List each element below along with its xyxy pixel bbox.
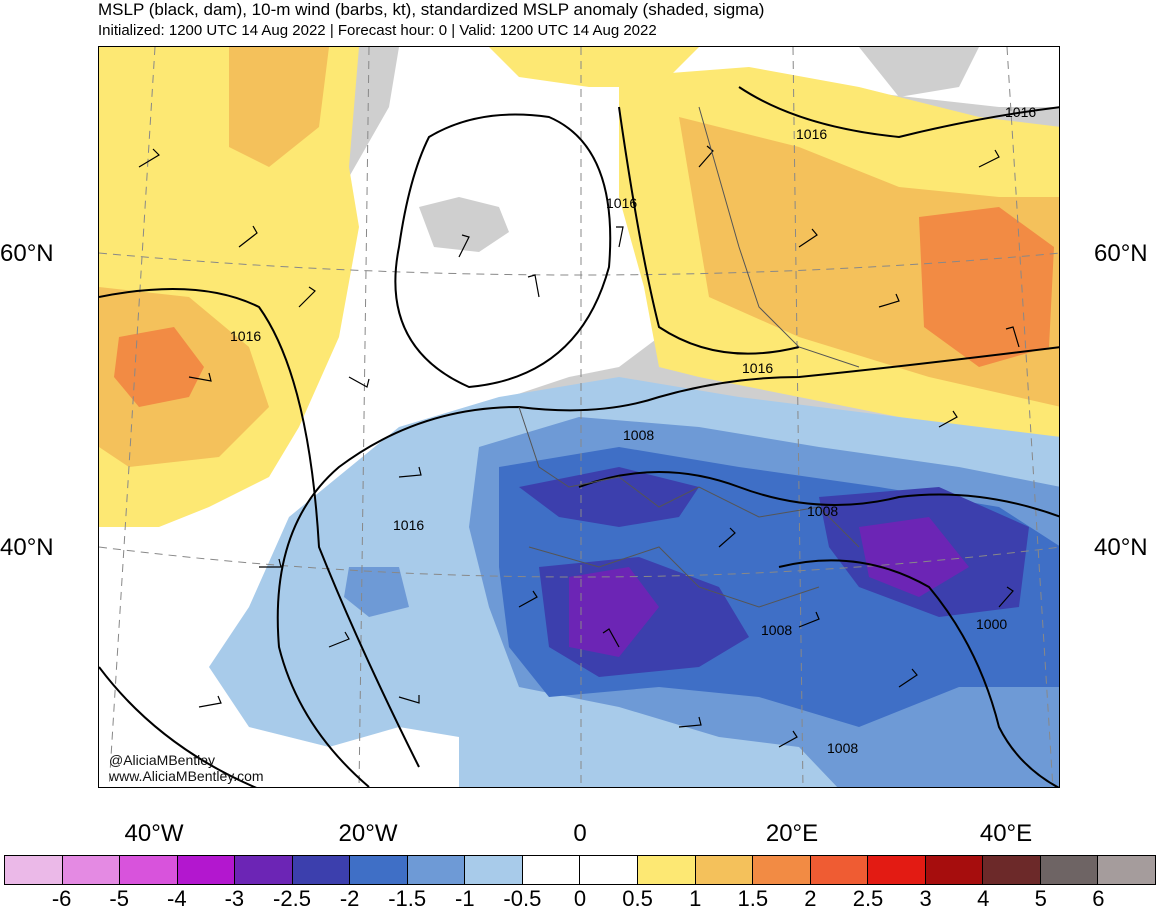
lon-label-20w: 20°W [338, 820, 398, 847]
colorbar-label: 2.5 [852, 886, 884, 911]
map-subtitle: Initialized: 1200 UTC 14 Aug 2022 | Fore… [98, 22, 657, 39]
colorbar-swatch [1040, 856, 1099, 884]
colorbar-swatch [120, 856, 178, 884]
isobars [99, 86, 1059, 787]
colorbar-swatch [983, 856, 1041, 884]
colorbar-label: -2 [339, 886, 360, 911]
colorbar-label: -1.5 [388, 886, 427, 911]
colorbar-swatch [235, 856, 293, 884]
colorbar-swatch [638, 856, 696, 884]
colorbar-swatch [522, 856, 581, 884]
colorbar-swatch [868, 856, 926, 884]
colorbar-swatch [810, 856, 869, 884]
map-title: MSLP (black, dam), 10-m wind (barbs, kt)… [98, 0, 765, 19]
colorbar-label: 3 [919, 886, 932, 911]
iceland-land [419, 197, 509, 252]
svalbard-land [859, 47, 979, 97]
credit-site: www.AliciaMBentley.com [109, 768, 264, 784]
colorbar-label: -1 [455, 886, 475, 911]
colorbar-swatch [580, 856, 639, 884]
lon-label-40w: 40°W [124, 820, 184, 847]
isobar-label: 1016 [393, 517, 424, 533]
colorbar-label: 4 [977, 886, 990, 911]
isobar-label: 1016 [606, 195, 637, 211]
colorbar-swatch [695, 856, 754, 884]
anomaly-positive-north [489, 47, 699, 87]
lat-label-left-60n: 60°N [0, 240, 54, 267]
lat-label-right-60n: 60°N [1094, 240, 1148, 267]
colorbar-swatch [753, 856, 811, 884]
colorbar-swatch [5, 856, 63, 884]
isobar-label: 1016 [230, 328, 261, 344]
colorbar-label: -0.5 [503, 886, 542, 911]
colorbar-label: -4 [167, 886, 187, 911]
anomaly-negative-core [569, 517, 969, 657]
colorbar-label: 6 [1092, 886, 1105, 911]
lat-label-left-40n: 40°N [0, 534, 54, 561]
lon-label-0: 0 [573, 820, 587, 847]
colorbar-swatch [177, 856, 236, 884]
credit-handle: @AliciaMBentley [109, 752, 216, 768]
colorbar-swatch [292, 856, 351, 884]
anomaly-negative-atlantic [344, 567, 409, 617]
colorbar-swatch [925, 856, 984, 884]
wind-barbs [138, 145, 1020, 748]
colorbar-label: 0.5 [622, 886, 653, 911]
isobar-label: 1008 [827, 740, 858, 756]
colorbar-label: 1.5 [737, 886, 769, 911]
isobar-labels: 1016 1016 1016 1016 1016 1016 1008 1008 … [230, 104, 1036, 756]
isobar-label: 1016 [1005, 104, 1036, 120]
colorbar [4, 855, 1156, 885]
lon-label-20e: 20°E [765, 820, 819, 847]
colorbar-label: -5 [109, 886, 129, 911]
graticule [99, 47, 1059, 787]
isobar-label: 1000 [976, 616, 1007, 632]
colorbar-swatch [465, 856, 523, 884]
colorbar-swatch [407, 856, 466, 884]
colorbar-swatch [62, 856, 121, 884]
colorbar-label: -2.5 [273, 886, 311, 911]
colorbar-label: -3 [224, 886, 245, 911]
isobar-label: 1016 [796, 126, 827, 142]
isobar-label: 1016 [742, 360, 773, 376]
isobar-label: 1008 [761, 622, 792, 638]
colorbar-label: 2 [804, 886, 817, 911]
lat-label-right-40n: 40°N [1094, 534, 1148, 561]
lon-label-40e: 40°E [979, 820, 1033, 847]
colorbar-label: 5 [1034, 886, 1047, 911]
colorbar-swatch [350, 856, 408, 884]
map-canvas: 1016 1016 1016 1016 1016 1016 1008 1008 … [99, 47, 1059, 787]
isobar-label: 1008 [623, 427, 654, 443]
anomaly-negative-deep [519, 467, 1029, 677]
isobar-label: 1008 [807, 503, 838, 519]
weather-map: 1016 1016 1016 1016 1016 1016 1008 1008 … [98, 46, 1060, 788]
colorbar-label: -6 [51, 886, 72, 911]
borders [518, 106, 860, 608]
anomaly-positive-east-15 [919, 207, 1054, 367]
anomaly-positive-greenland [229, 47, 329, 167]
colorbar-label: 1 [689, 886, 702, 911]
colorbar-label: 0 [573, 886, 587, 911]
colorbar-swatch [1098, 856, 1155, 884]
